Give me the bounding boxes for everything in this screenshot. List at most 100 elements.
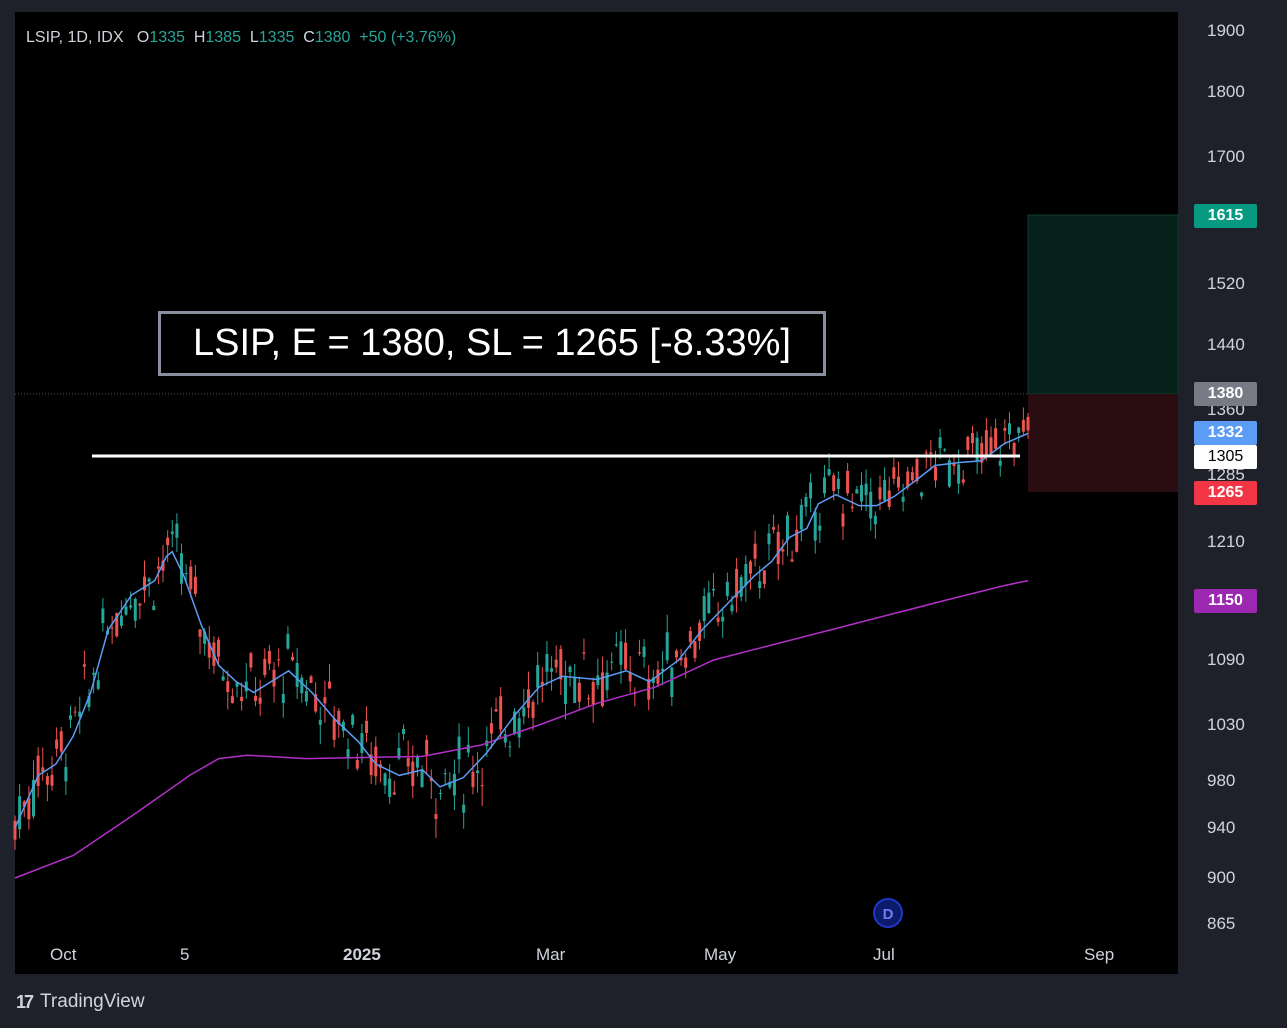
candle-body — [69, 715, 73, 720]
candle-body — [725, 581, 729, 596]
candle-body — [50, 774, 54, 786]
candle-body — [864, 483, 868, 496]
candle-body — [365, 720, 369, 733]
candle-body — [254, 695, 258, 701]
candle-body — [304, 690, 308, 702]
candle-body — [605, 672, 609, 691]
candle-body — [129, 605, 133, 608]
candle-body — [836, 478, 840, 489]
candle-body — [952, 462, 956, 467]
candle-body — [383, 773, 387, 786]
candle-body — [36, 755, 40, 786]
candle-body — [221, 676, 225, 681]
candle-body — [230, 696, 234, 703]
low-value: 1335 — [258, 29, 295, 46]
candle-body — [559, 649, 563, 680]
candle-body — [841, 513, 845, 527]
price-tick-label: 1030 — [1207, 715, 1245, 734]
candle-body — [772, 527, 776, 530]
candle-body — [402, 728, 406, 735]
open-value: 1335 — [149, 29, 185, 46]
candle-body — [513, 711, 517, 734]
candle-body — [180, 553, 184, 584]
candle-body — [545, 654, 549, 672]
candle-body — [563, 676, 567, 704]
candle-body — [32, 779, 36, 817]
low-label: L — [249, 29, 259, 46]
price-tick-label: 980 — [1207, 771, 1236, 790]
stop-zone — [1028, 394, 1178, 492]
candle-body — [554, 659, 558, 668]
tradingview-logo[interactable]: 17 TradingView — [16, 991, 145, 1013]
candle-body — [240, 696, 244, 702]
candle-body — [351, 714, 355, 725]
candle-body — [346, 749, 350, 759]
time-tick-label: 5 — [180, 945, 190, 964]
candle-body — [96, 680, 100, 689]
candle-body — [203, 631, 207, 644]
candle-body — [785, 515, 789, 541]
candle-body — [499, 696, 503, 730]
candle-body — [258, 697, 262, 704]
trade-banner: LSIP, E = 1380, SL = 1265 [-8.33%] — [158, 311, 826, 376]
candle-body — [642, 646, 646, 657]
candle-body — [452, 773, 456, 796]
candle-body — [397, 747, 401, 759]
candle-body — [850, 506, 854, 509]
candle-body — [628, 672, 632, 682]
candle-body — [374, 746, 378, 777]
time-tick-label: Oct — [50, 945, 77, 964]
price-tick-label: 1520 — [1207, 274, 1245, 293]
target-zone — [1027, 214, 1179, 395]
candle-body — [674, 650, 678, 658]
candles-group — [13, 407, 1030, 850]
candle-body — [462, 804, 466, 813]
candle-body — [906, 471, 910, 488]
candle-body — [915, 459, 919, 482]
candle-body — [1017, 427, 1021, 434]
candle-body — [13, 820, 17, 840]
open-label: O — [136, 29, 150, 46]
price-tick-label: 1800 — [1207, 82, 1245, 101]
candle-body — [124, 606, 128, 615]
candle-body — [425, 739, 429, 755]
candle-body — [637, 652, 641, 654]
candle-body — [822, 477, 826, 494]
symbol-header: LSIP, 1D, IDX O1335 H1385 L1335 C1380 +5… — [26, 29, 456, 47]
price-tick-label: 865 — [1207, 914, 1236, 933]
candle-body — [670, 667, 674, 697]
candle-body — [827, 469, 831, 476]
candle-body — [314, 694, 318, 712]
candle-body — [633, 693, 637, 695]
candle-body — [966, 437, 970, 450]
symbol-name: LSIP, 1D, IDX — [26, 29, 124, 46]
candle-body — [133, 598, 137, 621]
candle-body — [207, 642, 211, 658]
candle-body — [679, 657, 683, 661]
candle-body — [226, 681, 230, 693]
candle-body — [698, 622, 702, 641]
price-tick-label: 1090 — [1207, 650, 1245, 669]
candle-body — [249, 653, 253, 668]
candle-body — [665, 632, 669, 661]
candle-body — [411, 761, 415, 787]
brand-name: TradingView — [40, 991, 145, 1012]
candle-body — [984, 430, 988, 455]
candle-body — [406, 758, 410, 767]
candle-body — [448, 781, 452, 788]
candle-body — [115, 613, 119, 637]
high-label: H — [193, 29, 206, 46]
candle-body — [503, 734, 507, 743]
price-tick-label: 1900 — [1207, 21, 1245, 40]
candle-body — [73, 711, 77, 713]
candle-body — [281, 694, 285, 703]
candle-body — [619, 641, 623, 665]
candle-body — [744, 564, 748, 586]
candle-body — [781, 549, 785, 552]
candle-body — [471, 771, 475, 788]
dividend-event-icon[interactable]: D — [873, 898, 903, 928]
candle-body — [693, 641, 697, 659]
candle-body — [309, 676, 313, 683]
